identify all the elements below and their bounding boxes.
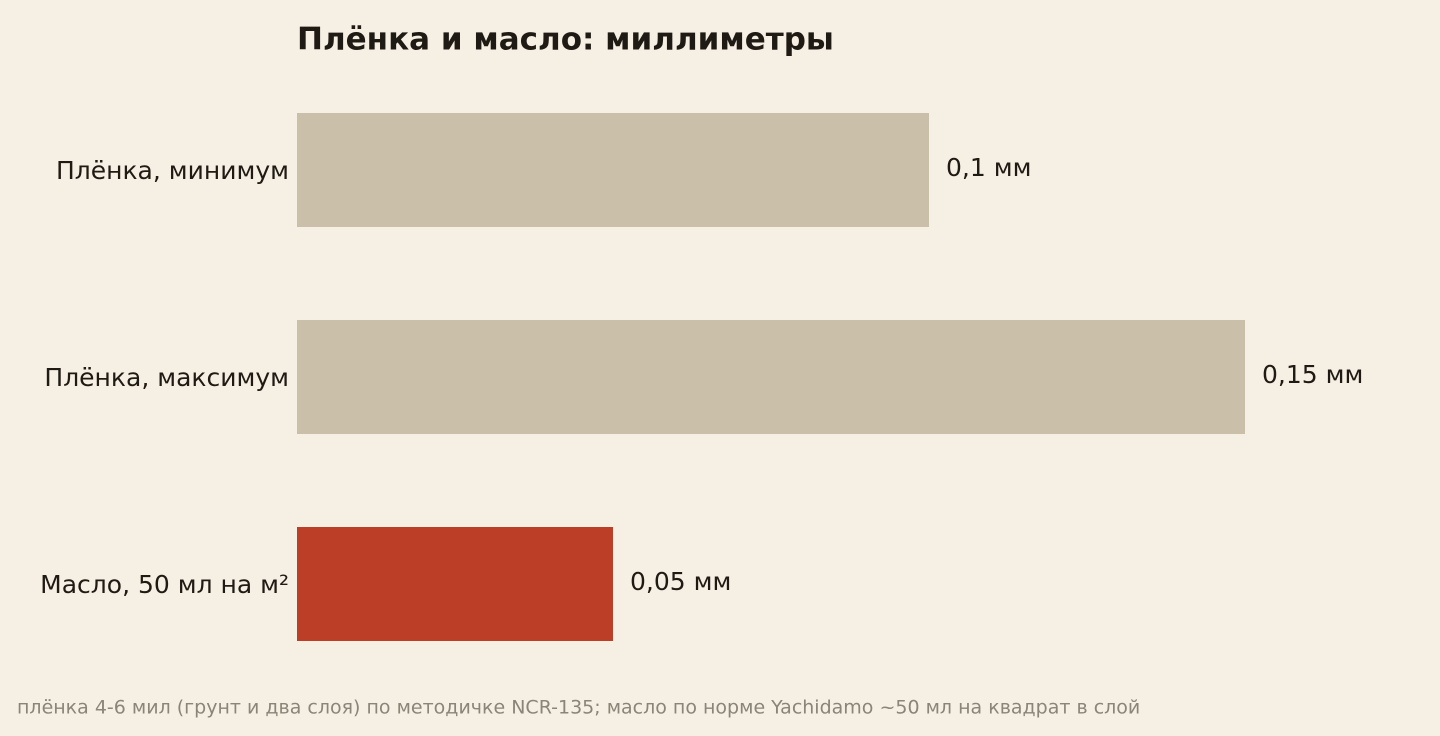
bar xyxy=(297,113,929,227)
category-label: Плёнка, максимум xyxy=(44,363,289,392)
footnote: плёнка 4-6 мил (грунт и два слоя) по мет… xyxy=(17,697,1140,719)
bar xyxy=(297,320,1245,434)
value-label: 0,05 мм xyxy=(630,567,731,596)
category-label: Масло, 50 мл на м² xyxy=(40,570,289,599)
value-label: 0,15 мм xyxy=(1262,360,1363,389)
chart-title: Плёнка и масло: миллиметры xyxy=(297,22,834,58)
bar xyxy=(297,527,613,641)
category-label: Плёнка, минимум xyxy=(56,156,289,185)
value-label: 0,1 мм xyxy=(946,153,1031,182)
